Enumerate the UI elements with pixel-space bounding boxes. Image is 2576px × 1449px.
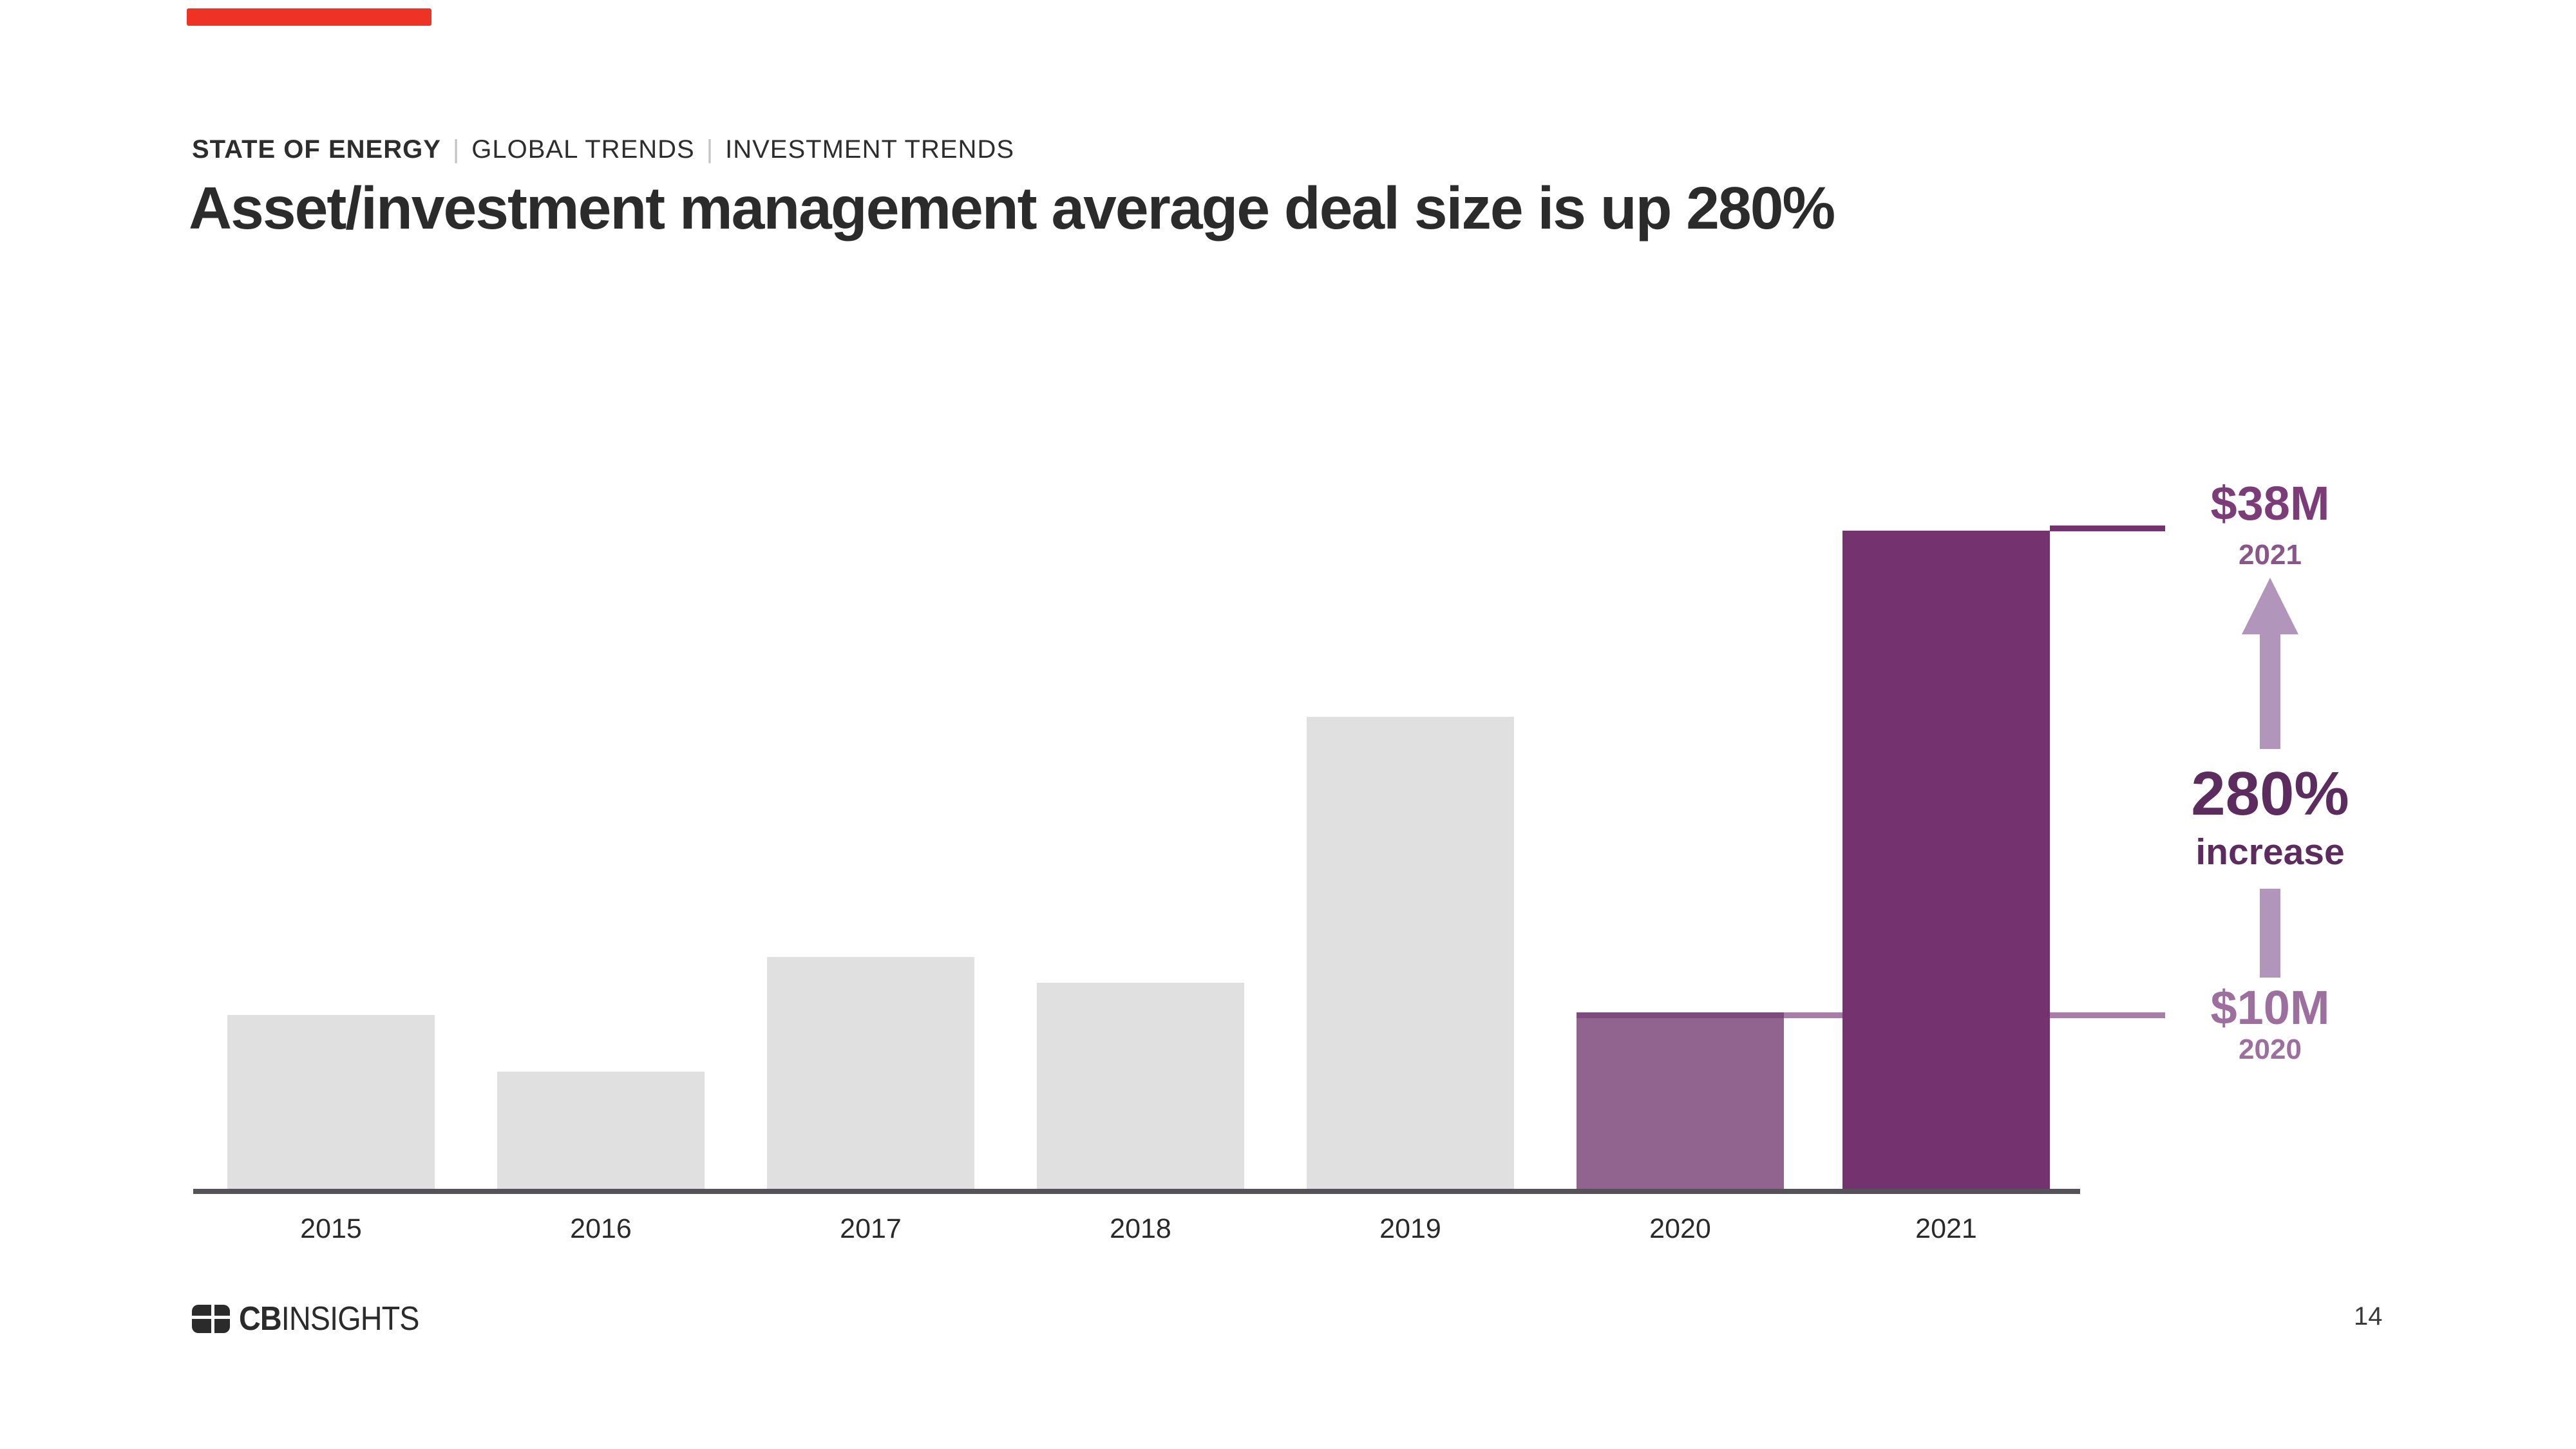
cbinsights-logo-text: CBINSIGHTS <box>239 1300 420 1338</box>
bar-2018 <box>1037 983 1244 1189</box>
bar-2019 <box>1307 717 1514 1189</box>
x-axis-label-2020: 2020 <box>1649 1213 1711 1244</box>
breadcrumb-item-section: GLOBAL TRENDS <box>471 135 695 164</box>
breadcrumb-separator: | <box>452 135 460 164</box>
bar-2021 <box>1842 531 2050 1189</box>
value-line-10m-level-over-bar <box>1577 1012 1784 1018</box>
bar-2020 <box>1577 1014 1784 1189</box>
page-number: 14 <box>2354 1302 2383 1331</box>
accent-bar <box>187 8 431 26</box>
annotation-top-year: 2021 <box>2239 539 2302 571</box>
x-axis-label-2017: 2017 <box>840 1213 902 1244</box>
x-axis-label-2021: 2021 <box>1915 1213 1977 1244</box>
annotation-bottom-year: 2020 <box>2239 1034 2302 1065</box>
annotation-change-percent: 280% <box>2191 759 2349 828</box>
annotation-top-value: $38M <box>2210 477 2330 530</box>
up-arrow-icon <box>2242 578 2298 634</box>
cbinsights-logo: CBINSIGHTS <box>192 1300 439 1338</box>
value-line-38m-level <box>2050 526 2165 531</box>
logo-text-bold: CB <box>239 1300 282 1338</box>
bar-2015 <box>227 1015 435 1189</box>
logo-text-regular: INSIGHTS <box>281 1300 420 1338</box>
annotation-change-word: increase <box>2195 831 2345 873</box>
x-axis-label-2016: 2016 <box>570 1213 632 1244</box>
breadcrumb-separator: | <box>706 135 714 164</box>
up-arrow-shaft-lower <box>2260 889 2280 978</box>
x-axis-label-2018: 2018 <box>1110 1213 1171 1244</box>
page-title: Asset/investment management average deal… <box>189 175 1835 242</box>
cbinsights-logo-icon <box>192 1305 230 1333</box>
annotation-bottom-value: $10M <box>2210 981 2330 1034</box>
bar-2017 <box>767 957 974 1189</box>
x-axis-line <box>193 1189 2080 1194</box>
breadcrumb-item-report: STATE OF ENERGY <box>192 135 441 164</box>
x-axis-label-2015: 2015 <box>300 1213 362 1244</box>
x-axis-label-2019: 2019 <box>1379 1213 1441 1244</box>
bar-2016 <box>497 1072 705 1189</box>
up-arrow-shaft-upper <box>2260 633 2280 749</box>
breadcrumb-item-subsection: INVESTMENT TRENDS <box>725 135 1015 164</box>
breadcrumb: STATE OF ENERGY | GLOBAL TRENDS | INVEST… <box>192 135 1014 164</box>
